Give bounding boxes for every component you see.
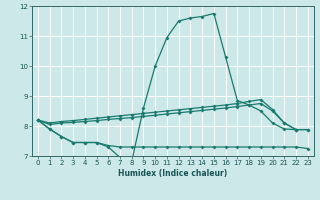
X-axis label: Humidex (Indice chaleur): Humidex (Indice chaleur) (118, 169, 228, 178)
